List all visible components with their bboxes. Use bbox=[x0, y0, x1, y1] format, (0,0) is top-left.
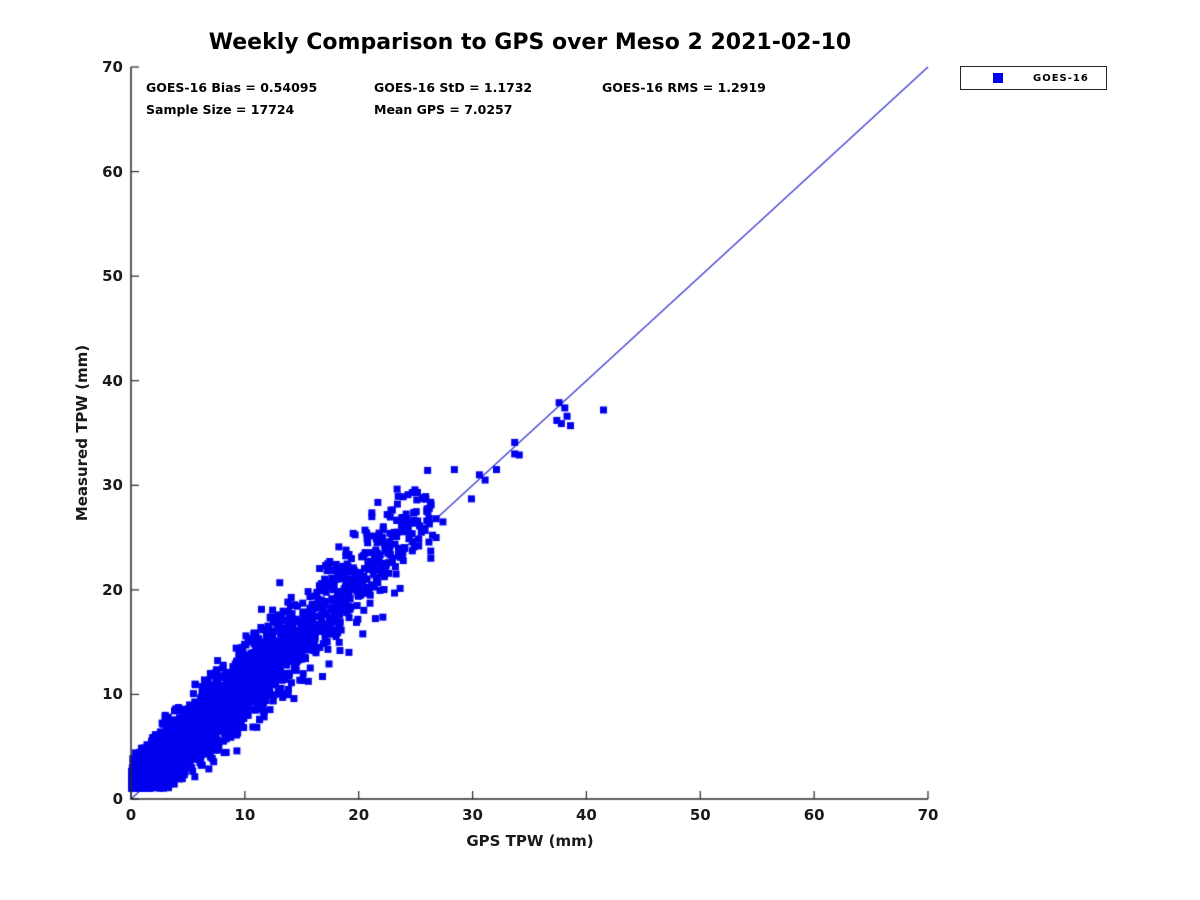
legend: GOES-16 bbox=[960, 66, 1107, 90]
stat-sample-size: Sample Size = 17724 bbox=[146, 102, 295, 117]
y-tick-label: 70 bbox=[102, 58, 123, 76]
y-tick-label: 20 bbox=[102, 580, 123, 599]
x-axis-label: GPS TPW (mm) bbox=[466, 832, 594, 850]
y-tick-label: 40 bbox=[102, 371, 123, 390]
x-tick-label: 40 bbox=[575, 806, 597, 824]
stat-std: GOES-16 StD = 1.1732 bbox=[374, 80, 533, 95]
chart-title: Weekly Comparison to GPS over Meso 2 202… bbox=[208, 30, 852, 55]
x-tick-label: 10 bbox=[234, 806, 256, 824]
x-tick-label: 60 bbox=[803, 806, 825, 824]
y-tick-label: 30 bbox=[102, 476, 123, 495]
x-tick-label: 30 bbox=[462, 806, 483, 824]
y-tick-label: 10 bbox=[102, 685, 123, 704]
stat-mean-gps: Mean GPS = 7.0257 bbox=[374, 102, 513, 117]
stat-bias: GOES-16 Bias = 0.54095 bbox=[146, 80, 318, 95]
y-tick-label: 50 bbox=[102, 267, 123, 286]
y-tick-label: 0 bbox=[112, 790, 123, 808]
x-tick-label: 70 bbox=[917, 806, 939, 824]
stat-rms: GOES-16 RMS = 1.2919 bbox=[602, 80, 766, 95]
legend-series-label: GOES-16 bbox=[1033, 72, 1089, 84]
x-tick-label: 20 bbox=[348, 806, 370, 824]
x-tick-label: 0 bbox=[125, 806, 137, 824]
y-tick-label: 60 bbox=[102, 162, 123, 181]
x-tick-label: 50 bbox=[689, 806, 711, 824]
legend-marker-square-icon bbox=[993, 73, 1003, 83]
